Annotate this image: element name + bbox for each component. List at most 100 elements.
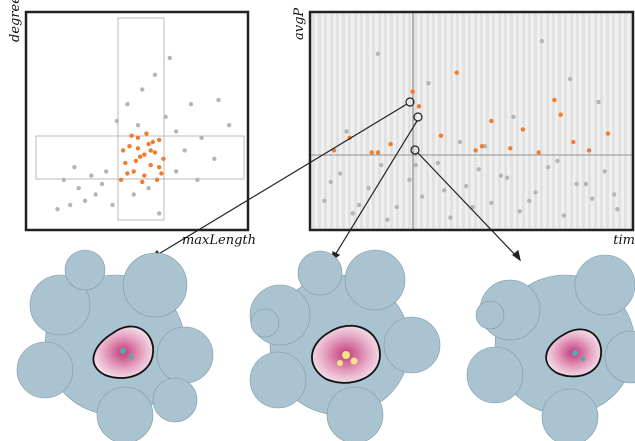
point (448, 215, 452, 219)
point (521, 127, 525, 131)
point (370, 150, 374, 154)
point (149, 148, 153, 152)
point (123, 161, 127, 165)
plot-frame (26, 12, 248, 230)
point (189, 102, 193, 106)
point (477, 167, 481, 171)
point (199, 136, 203, 140)
x-axis-label: tim (613, 233, 635, 248)
point (442, 188, 446, 192)
point (351, 211, 355, 215)
point (136, 146, 140, 150)
figure: degree maxLength avgP tim (0, 0, 635, 441)
point (136, 136, 140, 140)
point (163, 115, 167, 119)
point (587, 148, 591, 152)
point (144, 131, 148, 135)
point (508, 146, 512, 150)
point (159, 171, 163, 175)
point (322, 199, 326, 203)
point (212, 157, 216, 161)
point (157, 165, 161, 169)
point (149, 163, 153, 167)
point (518, 209, 522, 213)
point (546, 165, 550, 169)
point (511, 115, 515, 119)
point (182, 148, 186, 152)
point (129, 134, 133, 138)
point (134, 159, 138, 163)
point (376, 150, 380, 154)
point (562, 213, 566, 217)
point (559, 113, 563, 117)
point (473, 148, 477, 152)
point (533, 190, 537, 194)
point (76, 186, 80, 190)
point (458, 140, 462, 144)
point (603, 169, 607, 173)
point (168, 56, 172, 60)
point (83, 199, 87, 203)
point (146, 186, 150, 190)
point (153, 150, 157, 154)
point (379, 163, 383, 167)
point (568, 77, 572, 81)
point (89, 173, 93, 177)
point (499, 173, 503, 177)
point (157, 211, 161, 215)
point (420, 194, 424, 198)
point (195, 178, 199, 182)
point (574, 182, 578, 186)
point (426, 81, 430, 85)
point (489, 119, 493, 123)
point (161, 157, 165, 161)
point (153, 73, 157, 77)
point (132, 169, 136, 173)
point (146, 142, 150, 146)
point (125, 171, 129, 175)
point (136, 123, 140, 127)
point (115, 119, 119, 123)
point (596, 100, 600, 104)
point (121, 148, 125, 152)
point (100, 182, 104, 186)
point (62, 178, 66, 182)
point (344, 129, 348, 133)
point (174, 169, 178, 173)
x-axis-label: maxLength (182, 233, 256, 248)
point (395, 205, 399, 209)
point (132, 192, 136, 196)
point (125, 102, 129, 106)
y-axis-label: avgP (292, 8, 307, 40)
point (555, 159, 559, 163)
point (527, 199, 531, 203)
point (615, 207, 619, 211)
point (119, 178, 123, 182)
point (590, 197, 594, 201)
point (68, 203, 72, 207)
point (138, 155, 142, 159)
point (606, 131, 610, 135)
point (104, 169, 108, 173)
point (612, 192, 616, 196)
point (436, 161, 440, 165)
point (110, 203, 114, 207)
point (127, 144, 131, 148)
point (385, 218, 389, 222)
point (505, 176, 509, 180)
point (455, 71, 459, 75)
point (480, 144, 484, 148)
point (439, 134, 443, 138)
point (157, 138, 161, 142)
point (142, 152, 146, 156)
point (536, 150, 540, 154)
point (357, 203, 361, 207)
point (329, 180, 333, 184)
point (464, 184, 468, 188)
point (142, 173, 146, 177)
point (540, 39, 544, 43)
point (552, 98, 556, 102)
point (155, 178, 159, 182)
point (407, 178, 411, 182)
point (227, 123, 231, 127)
